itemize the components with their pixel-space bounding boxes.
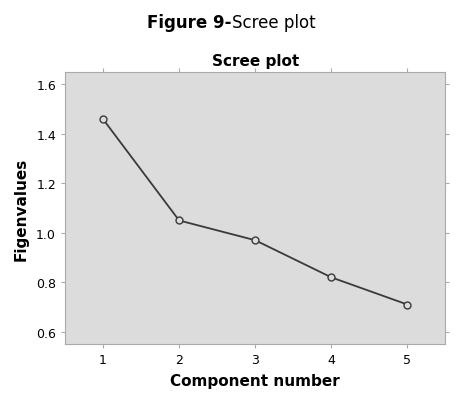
Text: Figure 9-: Figure 9- [147, 14, 232, 32]
Title: Scree plot: Scree plot [211, 54, 298, 69]
Y-axis label: Figenvalues: Figenvalues [14, 157, 29, 260]
X-axis label: Component number: Component number [170, 373, 339, 388]
Text: Scree plot: Scree plot [232, 14, 315, 32]
